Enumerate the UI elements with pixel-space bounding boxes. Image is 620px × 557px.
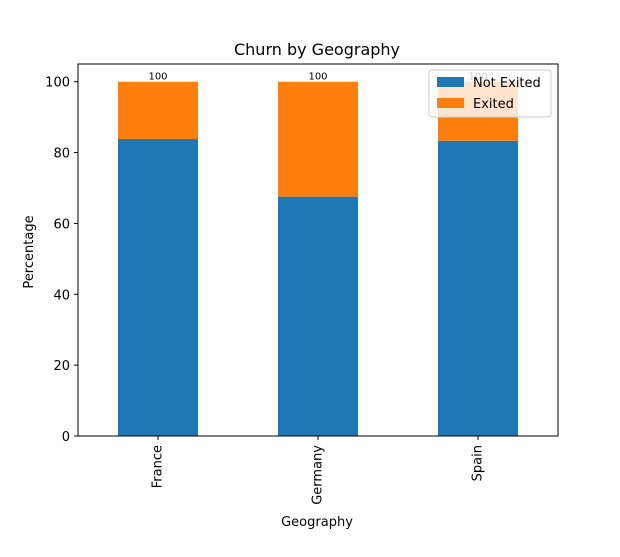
x-tick-label: France [151, 445, 166, 488]
legend-swatch-not-exited [437, 77, 464, 87]
legend-label: Exited [473, 97, 514, 112]
bar-france-exited [118, 81, 198, 140]
legend-swatch-exited [437, 98, 464, 108]
plot-area: 83.8253100France67.5568100Germany83.3266… [45, 63, 559, 505]
legend: Not Exited Exited [428, 69, 552, 118]
y-tick-label: 80 [53, 147, 70, 162]
bar-france-not-exited [118, 139, 198, 437]
y-tick-label: 0 [62, 430, 70, 445]
y-tick-label: 40 [53, 288, 70, 303]
legend-label: Not Exited [473, 76, 541, 91]
x-tick-label: Germany [311, 445, 326, 505]
chart-title: Churn by Geography [234, 40, 400, 59]
x-tick-label: Spain [471, 445, 486, 481]
bar-spain-not-exited [438, 140, 518, 436]
plot-frame [77, 63, 559, 437]
y-tick-label: 100 [45, 76, 70, 91]
bar-germany-exited [278, 81, 358, 197]
y-tick-label: 20 [53, 359, 70, 374]
data-label: 100 [148, 72, 167, 83]
x-axis-label: Geography [281, 515, 353, 530]
data-label: 100 [308, 72, 327, 83]
y-axis-label: Percentage [22, 215, 37, 288]
bar-germany-not-exited [278, 196, 358, 436]
y-tick-label: 60 [53, 217, 70, 232]
